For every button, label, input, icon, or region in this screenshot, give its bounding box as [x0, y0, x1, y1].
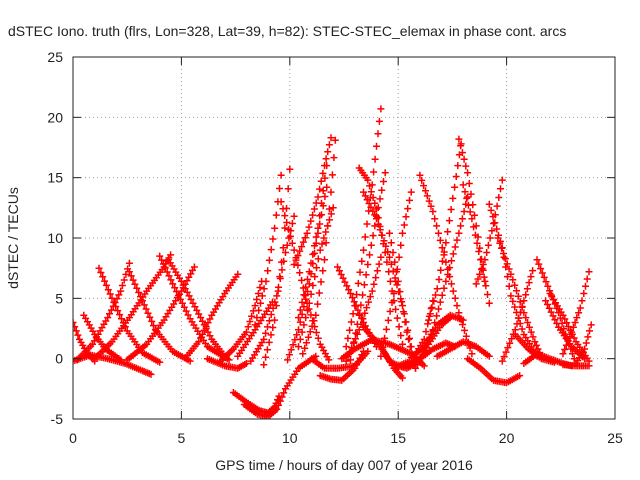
data-series-47 [455, 135, 489, 285]
x-tick-label: 15 [390, 430, 406, 446]
data-series-33 [360, 188, 415, 351]
data-point-markers [260, 165, 294, 369]
x-tick-label: 5 [178, 430, 186, 446]
axis-ticks: 0 5 10 15 20 25 -5 0 5 10 15 20 25 [47, 49, 623, 446]
y-tick-label: -5 [51, 411, 64, 427]
data-series-46 [433, 338, 493, 360]
data-series-48 [459, 181, 493, 307]
data-point-markers [472, 176, 506, 288]
data-series-27 [316, 347, 367, 384]
data-series-20 [277, 198, 333, 364]
data-point-markers [433, 338, 493, 360]
data-series-11 [182, 270, 242, 361]
data-point-markers [416, 171, 476, 358]
data-point-markers [182, 270, 242, 361]
data-series-14 [234, 298, 276, 360]
data-point-markers [284, 183, 331, 364]
data-series-59 [559, 361, 593, 370]
data-point-markers [360, 188, 415, 351]
data-point-markers [229, 389, 283, 417]
data-series-13 [216, 277, 266, 365]
x-axis-label: GPS time / hours of day 007 of year 2016 [215, 457, 473, 473]
y-tick-label: 5 [55, 290, 63, 306]
data-series-45 [425, 140, 465, 324]
data-point-markers [316, 347, 367, 384]
data-point-markers [572, 321, 595, 367]
data-point-markers [290, 134, 335, 268]
y-tick-label: 20 [47, 109, 63, 125]
data-series-21 [284, 183, 331, 364]
data-series-31 [347, 169, 389, 364]
data-series-8 [123, 263, 198, 364]
data-point-markers [416, 193, 472, 365]
data-series-49 [464, 355, 524, 387]
x-tick-label: 25 [607, 430, 623, 446]
data-point-markers [459, 181, 493, 307]
x-tick-label: 20 [499, 430, 515, 446]
data-series-18 [251, 171, 285, 329]
y-tick-label: 0 [55, 351, 63, 367]
data-point-markers [347, 169, 389, 364]
data-point-markers [234, 298, 276, 360]
data-series-43 [416, 171, 476, 358]
data-series-24 [290, 134, 335, 268]
data-series-15 [229, 389, 283, 417]
data-series-25 [299, 136, 339, 358]
data-series-50 [472, 176, 506, 288]
data-point-markers [295, 162, 331, 322]
data-point-markers [455, 135, 489, 285]
data-point-markers [123, 263, 198, 364]
y-tick-label: 10 [47, 230, 63, 246]
data-series-19 [260, 165, 294, 369]
data-point-markers [240, 352, 320, 419]
chart-title: dSTEC Iono. truth (flrs, Lon=328, Lat=39… [8, 23, 566, 39]
data-series-23 [295, 204, 337, 351]
data-series [73, 105, 595, 419]
x-tick-label: 10 [282, 430, 298, 446]
data-series-61 [572, 321, 595, 367]
x-tick-label: 0 [69, 430, 77, 446]
data-point-markers [464, 355, 524, 387]
y-tick-label: 25 [47, 49, 63, 65]
data-point-markers [425, 140, 465, 324]
data-point-markers [299, 136, 339, 358]
data-point-markers [295, 204, 337, 351]
data-point-markers [559, 361, 593, 370]
data-series-16 [240, 352, 320, 419]
data-point-markers [251, 171, 285, 329]
data-series-44 [416, 193, 472, 365]
data-point-markers [277, 198, 333, 364]
data-point-markers [559, 268, 593, 358]
data-series-60 [559, 268, 593, 358]
data-point-markers [216, 277, 266, 365]
data-series-22 [295, 162, 331, 322]
y-axis-label: dSTEC / TECUs [5, 187, 21, 289]
y-tick-label: 15 [47, 170, 63, 186]
